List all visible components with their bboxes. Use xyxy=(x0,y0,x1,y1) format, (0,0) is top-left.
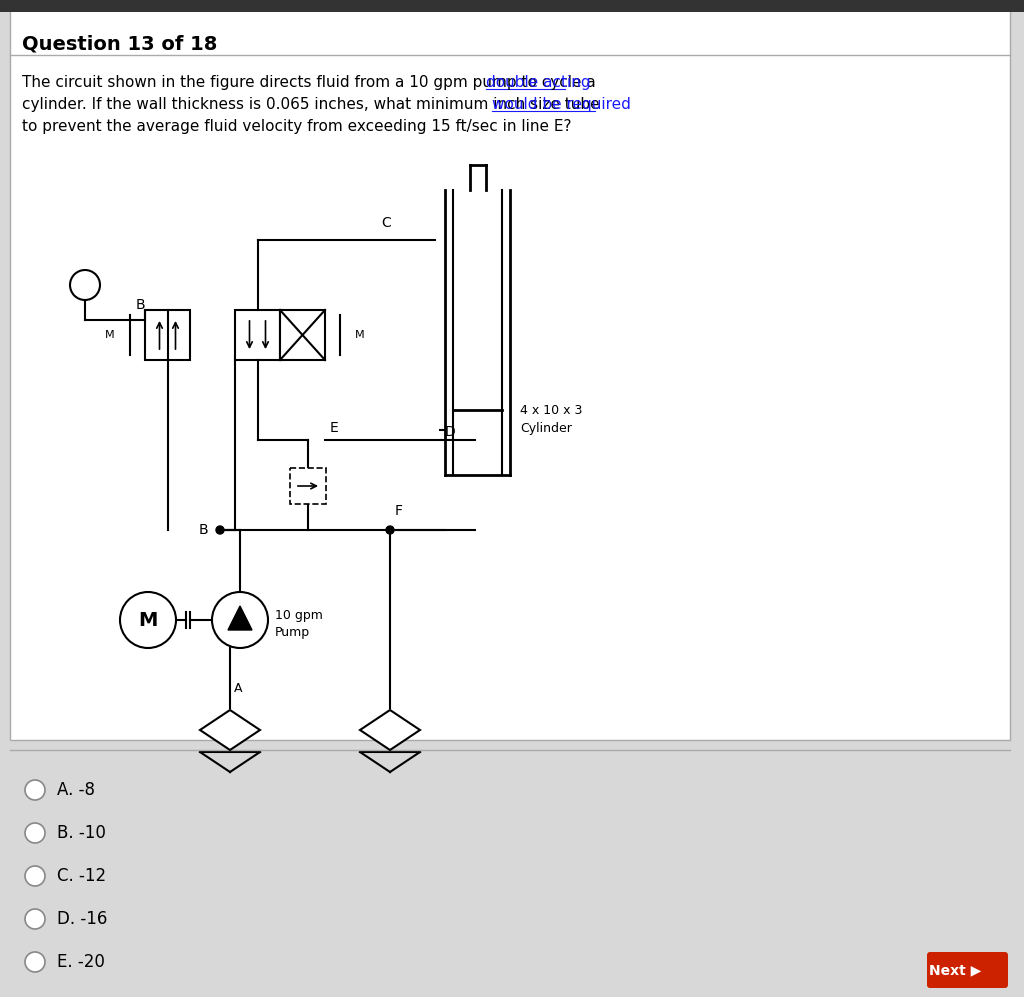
Polygon shape xyxy=(200,710,260,750)
Circle shape xyxy=(25,780,45,800)
Text: C: C xyxy=(381,216,391,230)
Text: B: B xyxy=(199,523,208,537)
Polygon shape xyxy=(228,606,252,630)
Circle shape xyxy=(212,592,268,648)
FancyBboxPatch shape xyxy=(927,952,1008,988)
Text: D: D xyxy=(444,425,455,439)
Polygon shape xyxy=(360,710,420,750)
Text: E: E xyxy=(330,421,339,435)
Text: A: A xyxy=(233,682,243,695)
Text: The circuit shown in the figure directs fluid from a 10 gpm pump to cycle a: The circuit shown in the figure directs … xyxy=(22,75,601,90)
Circle shape xyxy=(25,823,45,843)
Circle shape xyxy=(25,952,45,972)
Text: D. -16: D. -16 xyxy=(57,910,108,928)
Text: double acting: double acting xyxy=(485,75,590,90)
Text: B: B xyxy=(135,298,145,312)
Text: Pump: Pump xyxy=(275,625,310,638)
Circle shape xyxy=(216,526,224,534)
FancyBboxPatch shape xyxy=(10,10,1010,740)
Bar xyxy=(145,310,190,360)
Text: to prevent the average fluid velocity from exceeding 15 ft/sec in line E?: to prevent the average fluid velocity fr… xyxy=(22,119,571,134)
Bar xyxy=(234,310,280,360)
Text: 4 x 10 x 3: 4 x 10 x 3 xyxy=(520,404,583,417)
Circle shape xyxy=(386,526,394,534)
Text: F: F xyxy=(395,504,403,518)
Text: Question 13 of 18: Question 13 of 18 xyxy=(22,35,217,54)
Text: A. -8: A. -8 xyxy=(57,781,95,799)
Text: M: M xyxy=(355,330,365,340)
Text: cylinder. If the wall thickness is 0.065 inches, what minimum inch size tube: cylinder. If the wall thickness is 0.065… xyxy=(22,97,604,112)
Bar xyxy=(280,310,325,360)
Text: M: M xyxy=(105,330,115,340)
Text: Cylinder: Cylinder xyxy=(520,422,571,435)
Circle shape xyxy=(25,866,45,886)
Text: E. -20: E. -20 xyxy=(57,953,104,971)
Bar xyxy=(0,0,1024,12)
Circle shape xyxy=(70,270,100,300)
Text: C. -12: C. -12 xyxy=(57,867,106,885)
Circle shape xyxy=(120,592,176,648)
Text: B. -10: B. -10 xyxy=(57,824,105,842)
Bar xyxy=(290,468,326,504)
Circle shape xyxy=(25,909,45,929)
Text: 10 gpm: 10 gpm xyxy=(275,608,323,621)
Text: M: M xyxy=(138,610,158,629)
Text: Next ▶: Next ▶ xyxy=(929,963,981,977)
Text: would be required: would be required xyxy=(492,97,631,112)
